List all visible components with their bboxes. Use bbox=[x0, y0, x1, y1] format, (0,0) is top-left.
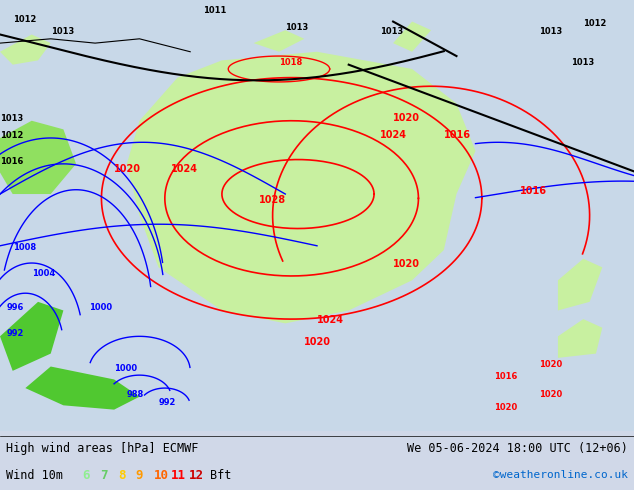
Text: 1013: 1013 bbox=[51, 27, 74, 36]
Text: 1016: 1016 bbox=[0, 157, 23, 166]
Polygon shape bbox=[558, 259, 602, 311]
Text: 1020: 1020 bbox=[495, 403, 518, 412]
Text: 1020: 1020 bbox=[393, 259, 420, 270]
Text: Bft: Bft bbox=[210, 469, 231, 482]
Text: 1020: 1020 bbox=[539, 360, 562, 368]
Text: High wind areas [hPa] ECMWF: High wind areas [hPa] ECMWF bbox=[6, 442, 198, 455]
Polygon shape bbox=[558, 319, 602, 358]
Text: 1020: 1020 bbox=[539, 390, 562, 399]
Text: 992: 992 bbox=[6, 329, 23, 338]
Polygon shape bbox=[393, 22, 431, 52]
Text: 1013: 1013 bbox=[571, 58, 594, 67]
Text: 1011: 1011 bbox=[203, 6, 226, 15]
Text: 1024: 1024 bbox=[171, 165, 198, 174]
Text: 992: 992 bbox=[158, 398, 176, 407]
Text: 6: 6 bbox=[82, 469, 90, 482]
Polygon shape bbox=[254, 30, 304, 52]
Text: 1013: 1013 bbox=[539, 27, 562, 36]
Text: 1020: 1020 bbox=[114, 165, 141, 174]
Text: 1028: 1028 bbox=[259, 195, 286, 205]
Text: 1008: 1008 bbox=[13, 243, 36, 252]
Text: 1012: 1012 bbox=[0, 131, 23, 140]
Text: 10: 10 bbox=[153, 469, 169, 482]
Text: 9: 9 bbox=[136, 469, 143, 482]
Polygon shape bbox=[0, 34, 51, 65]
Text: 1012: 1012 bbox=[13, 15, 36, 24]
Text: 1024: 1024 bbox=[380, 130, 408, 140]
Text: 12: 12 bbox=[189, 469, 204, 482]
Text: 1018: 1018 bbox=[279, 58, 302, 67]
Text: 996: 996 bbox=[6, 303, 23, 313]
Text: 1016: 1016 bbox=[495, 372, 518, 381]
Text: 1016: 1016 bbox=[444, 130, 471, 140]
Polygon shape bbox=[127, 52, 476, 323]
Text: ©weatheronline.co.uk: ©weatheronline.co.uk bbox=[493, 470, 628, 480]
Text: 1013: 1013 bbox=[0, 114, 23, 122]
Text: 7: 7 bbox=[100, 469, 108, 482]
Text: 1024: 1024 bbox=[317, 316, 344, 325]
Polygon shape bbox=[0, 302, 63, 371]
Text: 1016: 1016 bbox=[520, 186, 547, 196]
Text: We 05-06-2024 18:00 UTC (12+06): We 05-06-2024 18:00 UTC (12+06) bbox=[407, 442, 628, 455]
Text: 1020: 1020 bbox=[393, 113, 420, 122]
Polygon shape bbox=[25, 367, 139, 410]
Text: 1004: 1004 bbox=[32, 269, 55, 278]
Text: 1013: 1013 bbox=[285, 23, 309, 32]
Text: 11: 11 bbox=[171, 469, 186, 482]
Text: Wind 10m: Wind 10m bbox=[6, 469, 63, 482]
Polygon shape bbox=[0, 121, 76, 194]
Text: 1013: 1013 bbox=[380, 27, 404, 36]
Text: 8: 8 bbox=[118, 469, 126, 482]
Text: 1000: 1000 bbox=[89, 303, 112, 313]
Text: 1000: 1000 bbox=[114, 364, 137, 373]
Text: 988: 988 bbox=[127, 390, 144, 399]
Text: 1020: 1020 bbox=[304, 337, 332, 347]
Text: 1012: 1012 bbox=[583, 19, 607, 28]
